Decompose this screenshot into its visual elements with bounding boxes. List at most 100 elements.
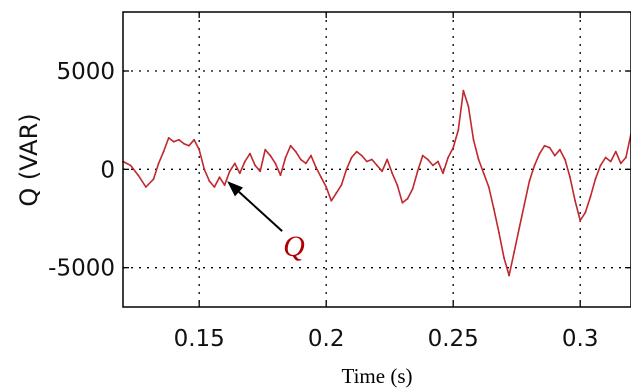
data-point [177,138,180,141]
y-axis-label: Q (VAR) [15,113,43,206]
data-point [584,211,587,214]
data-point [345,168,348,171]
data-point [426,158,429,161]
x-tick-label: 0.25 [428,326,479,352]
data-point [249,152,251,155]
data-point [401,201,404,204]
data-point [144,186,147,188]
data-point [614,150,617,153]
data-point [376,164,378,167]
data-point [335,192,338,194]
data-point [533,164,536,167]
data-point [299,158,302,161]
data-point [574,199,577,202]
data-point [421,154,424,157]
data-point [518,227,521,230]
data-point [594,178,597,181]
annotation: Q [227,181,305,263]
annotation-label: Q [283,230,305,263]
annotation-arrow-line [238,191,283,232]
data-point [569,176,571,179]
data-point [482,172,485,175]
data-point [320,176,323,179]
data-point [406,197,409,200]
data-point [548,146,551,149]
data-point [467,105,470,108]
grid [123,12,631,307]
data-point [315,166,317,169]
data-point [523,203,526,206]
data-point [360,154,363,157]
data-point [310,154,312,157]
data-point [284,156,287,159]
data-point [355,150,358,153]
data-point [183,142,185,145]
data-point [437,160,439,163]
data-point [472,138,475,141]
x-tick-label: 0.3 [562,326,599,352]
data-point [238,172,241,175]
data-point [462,89,465,92]
data-point [162,150,165,153]
annotation-arrow-head [227,181,244,197]
data-point [538,152,541,155]
data-point [167,136,170,139]
data-point [340,184,343,186]
data-point [350,156,353,159]
data-point [269,154,272,157]
data-point [203,168,206,171]
data-point [330,199,333,202]
data-point [172,140,175,143]
data-point [213,186,216,188]
data-point [264,148,267,151]
data-point [416,170,419,173]
data-point [564,158,566,161]
data-point [477,158,480,161]
data-point [198,148,201,151]
x-tick-label: 0.15 [174,326,225,352]
data-point [304,162,307,165]
data-point [411,188,414,190]
data-point [498,231,500,234]
data-point [228,170,231,173]
data-point [447,156,450,159]
data-point [218,176,221,179]
ticks [123,12,631,307]
data-point [431,164,434,167]
y-tick-label: 5000 [56,59,115,85]
y-tick-label: 0 [100,157,115,183]
data-point [223,184,226,186]
data-point [157,162,160,165]
data-point [396,184,399,186]
data-point [553,154,556,157]
data-point [487,186,490,188]
data-point [452,146,455,149]
data-point [274,162,277,165]
data-point [137,174,140,177]
x-axis-label: Time (s) [342,364,413,388]
data-point [279,174,282,177]
data-point [208,180,211,183]
x-tick-label: 0.2 [308,326,345,352]
data-point [457,129,460,131]
data-point [188,144,190,147]
data-point [543,144,546,147]
data-point [391,172,394,175]
data-point [503,256,505,259]
data-point [233,162,236,165]
data-point [528,180,531,183]
data-point [244,160,246,163]
data-point [129,164,132,167]
data-point [492,207,495,210]
tick-labels: 0.15 0.2 0.25 0.3 -5000 0 5000 [48,59,598,352]
data-point [259,170,262,173]
data-point [371,158,373,161]
data-point [289,144,292,147]
data-point [152,178,155,181]
plot-frame [122,11,631,308]
data-point [294,150,297,153]
data-point [604,156,607,159]
data-point [325,186,328,188]
data-point [508,274,510,277]
